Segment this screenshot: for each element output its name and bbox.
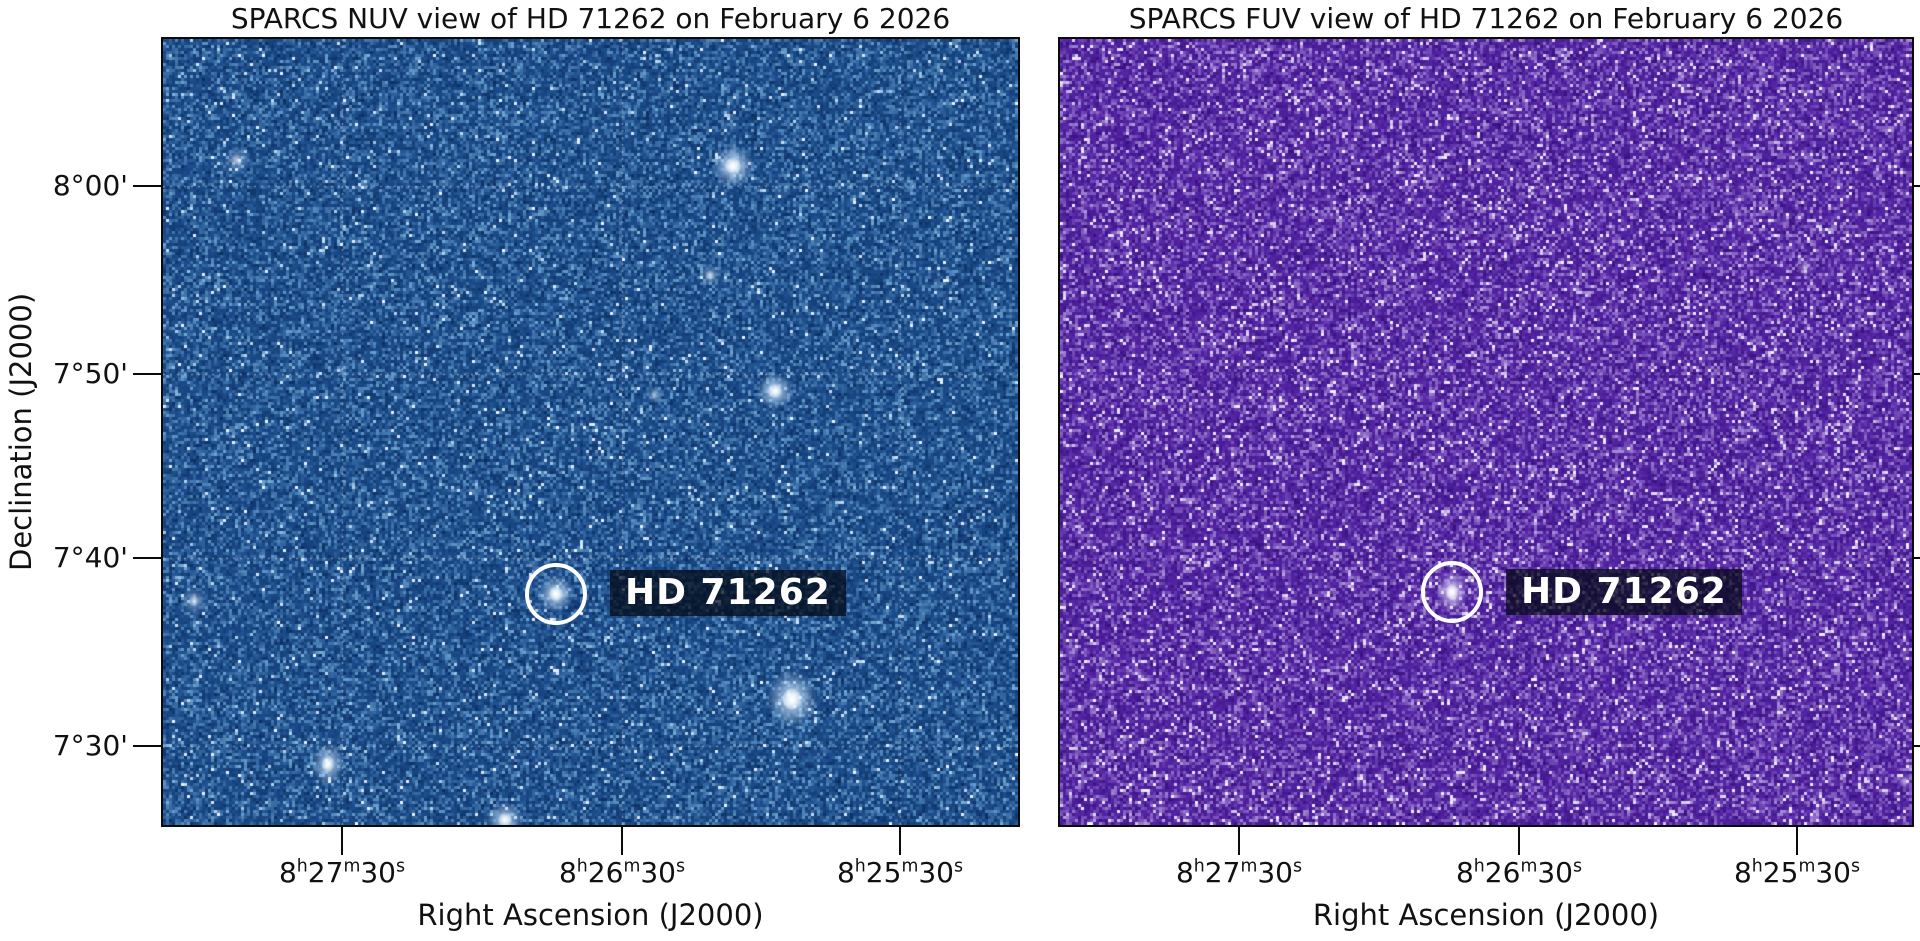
x-tick-nuv-0 [341,827,343,855]
fuv-sky-image-panel: HD 71262 [1058,37,1914,827]
nuv-sky-image-panel: HD 71262 [161,37,1020,827]
x-tick-label-fuv-0: 8h27m30s [1175,856,1303,889]
y-tick-3 [133,745,163,747]
target-label-fuv: HD 71262 [1506,569,1742,615]
fuv-panel-title: SPARCS FUV view of HD 71262 on February … [1128,2,1844,35]
y-tick-1 [133,373,163,375]
x-tick-label-nuv-0: 8h27m30s [278,856,406,889]
y-tick-right-2 [1914,557,1920,559]
target-circle-fuv [1421,561,1483,623]
target-circle-nuv [525,563,587,625]
ra-axis-label-nuv: Right Ascension (J2000) [417,898,764,932]
y-tick-label-3: 7°30' [52,729,128,762]
y-tick-2 [133,557,163,559]
y-tick-right-1 [1914,373,1920,375]
nuv-panel-title: SPARCS NUV view of HD 71262 on February … [230,2,951,35]
x-tick-label-nuv-1: 8h26m30s [558,856,686,889]
y-tick-right-0 [1914,185,1920,187]
x-tick-label-fuv-2: 8h25m30s [1733,856,1861,889]
declination-axis-label: Declination (J2000) [4,292,38,572]
y-tick-label-1: 7°50' [52,357,128,390]
x-tick-fuv-0 [1238,827,1240,855]
x-tick-label-nuv-2: 8h25m30s [836,856,964,889]
target-label-nuv: HD 71262 [610,570,846,616]
x-tick-nuv-2 [899,827,901,855]
y-tick-label-0: 8°00' [52,169,128,202]
nuv-sky-image [163,39,1018,825]
y-tick-right-3 [1914,745,1920,747]
x-tick-nuv-1 [621,827,623,855]
x-tick-label-fuv-1: 8h26m30s [1455,856,1583,889]
y-tick-0 [133,185,163,187]
x-tick-fuv-1 [1518,827,1520,855]
fuv-sky-image [1060,39,1912,825]
y-tick-label-2: 7°40' [52,541,128,574]
ra-axis-label-fuv: Right Ascension (J2000) [1312,898,1660,932]
x-tick-fuv-2 [1796,827,1798,855]
